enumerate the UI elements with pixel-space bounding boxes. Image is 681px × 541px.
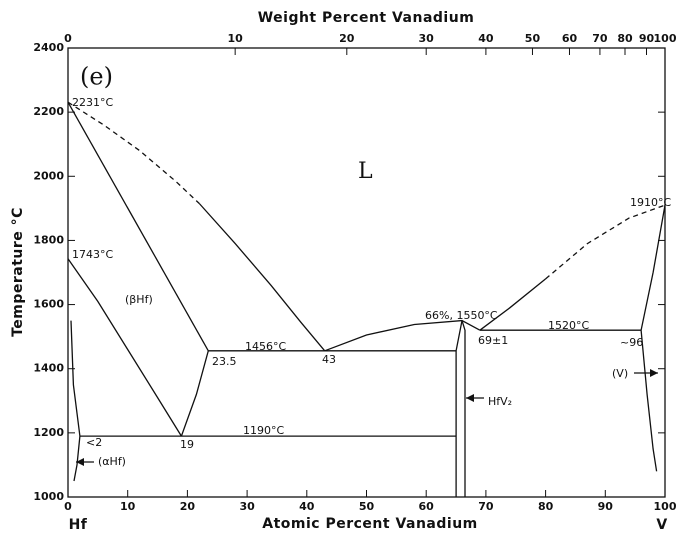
phase-boundary — [479, 278, 547, 331]
arrow-head — [650, 369, 658, 377]
annotation: HfV₂ — [488, 395, 512, 408]
x2-tick-label: 80 — [617, 32, 633, 45]
y-tick-label: 1800 — [33, 233, 64, 246]
phase-boundary — [67, 101, 200, 204]
x2-tick-label: 20 — [339, 32, 355, 45]
phase-boundary — [180, 350, 209, 437]
annotation: (e) — [80, 63, 113, 91]
arrows — [76, 369, 658, 466]
annotation: 1190°C — [243, 424, 284, 437]
x-tick-label: 40 — [299, 500, 315, 513]
y-tick-label: 1200 — [33, 426, 64, 439]
x-end-label: Hf — [69, 517, 88, 533]
x2-tick-label: 30 — [419, 32, 435, 45]
annotation: (βHf) — [125, 293, 153, 306]
y-tick-label: 2000 — [33, 169, 64, 182]
phase-boundary — [545, 204, 666, 280]
x-axis-title: Atomic Percent Vanadium — [262, 516, 478, 532]
annotation: 2231°C — [72, 96, 113, 109]
annotation: (V) — [612, 367, 628, 380]
y-tick-label: 1000 — [33, 490, 64, 503]
annotation: 69±1 — [478, 334, 508, 347]
x-tick-label: 10 — [120, 500, 136, 513]
x2-tick-label: 0 — [64, 32, 72, 45]
phase-boundary — [70, 320, 81, 482]
x-tick-label: 30 — [239, 500, 255, 513]
y-tick-label: 1400 — [33, 362, 64, 375]
annotation: 23.5 — [212, 355, 237, 368]
annotation: (αHf) — [98, 455, 126, 468]
x-tick-label: 70 — [478, 500, 494, 513]
phase-boundary — [324, 319, 481, 352]
y-tick-label: 2200 — [33, 105, 64, 118]
x2-tick-label: 10 — [228, 32, 244, 45]
x-tick-label: 100 — [654, 500, 677, 513]
x2-axis-title: Weight Percent Vanadium — [258, 10, 475, 26]
y-tick-label: 2400 — [33, 41, 64, 54]
annotation: 1743°C — [72, 248, 113, 261]
x2-tick-label: 50 — [525, 32, 541, 45]
x-tick-label: 80 — [538, 500, 554, 513]
annotation: 43 — [322, 353, 336, 366]
x2-tick-label: 70 — [592, 32, 608, 45]
y-axis-title: Temperature °C — [10, 207, 26, 337]
x2-tick-label: 40 — [478, 32, 494, 45]
phase-boundary — [640, 330, 658, 472]
phase-boundary — [461, 320, 466, 497]
x-tick-label: 20 — [180, 500, 196, 513]
y-tick-label: 1600 — [33, 298, 64, 311]
annotation: L — [358, 159, 373, 184]
x2-tick-label: 100 — [654, 32, 677, 45]
plot-frame — [67, 47, 666, 498]
phase-boundary — [455, 320, 463, 497]
x-tick-label: 50 — [359, 500, 375, 513]
phase-boundary — [67, 101, 209, 352]
phase-boundary — [198, 203, 326, 352]
annotation: 1456°C — [245, 340, 286, 353]
annotation: 66%, 1550°C — [425, 309, 498, 322]
x-tick-label: 90 — [598, 500, 614, 513]
arrow-head — [76, 458, 84, 466]
phase-boundary — [640, 204, 666, 331]
phase-boundary — [67, 258, 182, 437]
x-end-label: V — [656, 517, 667, 533]
annotation: 19 — [180, 438, 194, 451]
x2-tick-label: 60 — [562, 32, 578, 45]
x2-tick-label: 90 — [639, 32, 655, 45]
annotation: ~96 — [620, 336, 643, 349]
x-tick-label: 0 — [64, 500, 72, 513]
arrow-head — [466, 394, 474, 402]
annotation: <2 — [86, 436, 102, 449]
annotation: 1910°C — [630, 196, 671, 209]
x-tick-label: 60 — [419, 500, 435, 513]
annotation: 1520°C — [548, 319, 589, 332]
